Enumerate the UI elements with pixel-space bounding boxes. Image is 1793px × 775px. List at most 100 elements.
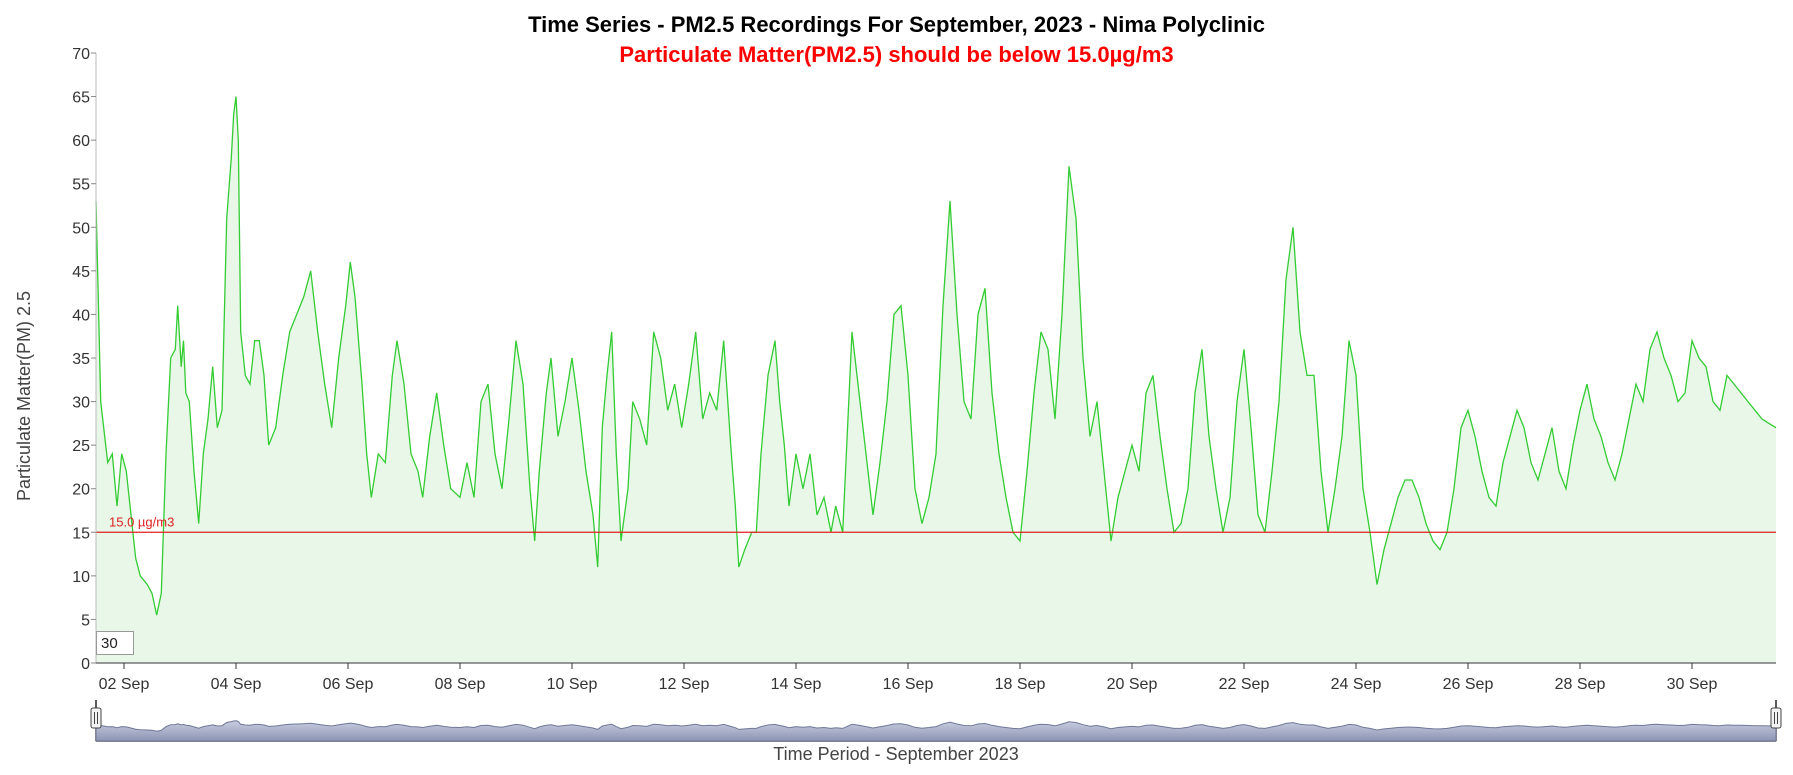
data-point[interactable] [801,487,805,491]
data-point[interactable] [1669,373,1673,377]
data-point[interactable] [1634,382,1638,386]
data-point[interactable] [1130,443,1134,447]
data-point[interactable] [472,495,476,499]
data-point[interactable] [1599,434,1603,438]
data-point[interactable] [528,487,532,491]
data-point[interactable] [179,365,183,369]
data-point[interactable] [1025,469,1029,473]
navigator-left-handle[interactable] [90,707,102,729]
data-point[interactable] [1347,339,1351,343]
data-point[interactable] [808,452,812,456]
data-point[interactable] [815,513,819,517]
data-point[interactable] [1760,417,1764,421]
data-point[interactable] [715,408,719,412]
data-point[interactable] [243,373,247,377]
data-point[interactable] [610,330,614,334]
data-point[interactable] [743,548,747,552]
data-point[interactable] [449,487,453,491]
data-point[interactable] [1550,426,1554,430]
data-point[interactable] [1375,583,1379,587]
data-point[interactable] [262,373,266,377]
data-point[interactable] [1298,330,1302,334]
data-point[interactable] [1361,487,1365,491]
data-point[interactable] [395,339,399,343]
data-point[interactable] [330,426,334,430]
data-point[interactable] [990,391,994,395]
data-point[interactable] [1207,434,1211,438]
data-point[interactable] [1319,469,1323,473]
data-point[interactable] [1774,426,1778,430]
data-point[interactable] [1179,522,1183,526]
plot-area[interactable]: 15.0 µg/m3 [94,95,1778,664]
data-point[interactable] [150,591,154,595]
data-point[interactable] [1053,417,1057,421]
data-point[interactable] [955,312,959,316]
data-point[interactable] [1473,434,1477,438]
data-point[interactable] [1284,278,1288,282]
data-point[interactable] [1739,391,1743,395]
range-navigator[interactable] [90,700,1782,742]
data-point[interactable] [383,461,387,465]
data-point[interactable] [164,452,168,456]
data-point[interactable] [110,452,114,456]
data-point[interactable] [521,382,525,386]
data-point[interactable] [1746,400,1750,404]
data-point[interactable] [976,312,980,316]
data-point[interactable] [274,426,278,430]
data-point[interactable] [1522,426,1526,430]
pm25-series-line[interactable] [95,96,1777,616]
data-point[interactable] [1249,426,1253,430]
data-point[interactable] [115,504,119,508]
data-point[interactable] [344,304,348,308]
data-point[interactable] [232,112,236,116]
data-point[interactable] [1711,400,1715,404]
data-point[interactable] [1165,487,1169,491]
data-point[interactable] [729,443,733,447]
data-point[interactable] [239,330,243,334]
data-point[interactable] [187,400,191,404]
data-point[interactable] [159,591,163,595]
data-point[interactable] [1424,522,1428,526]
data-point[interactable] [215,426,219,430]
data-point[interactable] [369,495,373,499]
data-point[interactable] [737,565,741,569]
data-point[interactable] [537,469,541,473]
data-point[interactable] [766,373,770,377]
data-point[interactable] [1032,391,1036,395]
data-point[interactable] [1256,513,1260,517]
data-point[interactable] [1431,539,1435,543]
data-point[interactable] [1354,373,1358,377]
data-point[interactable] [169,356,173,360]
data-point[interactable] [257,339,261,343]
data-point[interactable] [920,522,924,526]
data-point[interactable] [138,574,142,578]
data-point[interactable] [1081,356,1085,360]
data-point[interactable] [493,452,497,456]
data-point[interactable] [1109,539,1113,543]
data-point[interactable] [337,356,341,360]
data-point[interactable] [850,330,854,334]
data-point[interactable] [1151,373,1155,377]
data-point[interactable] [1186,487,1190,491]
data-point[interactable] [234,95,238,99]
data-point[interactable] [773,339,777,343]
data-point[interactable] [556,434,560,438]
data-point[interactable] [694,330,698,334]
data-point[interactable] [1571,443,1575,447]
data-point[interactable] [281,373,285,377]
navigator-right-handle[interactable] [1770,707,1782,729]
data-point[interactable] [1487,495,1491,499]
data-point[interactable] [885,400,889,404]
data-point[interactable] [659,356,663,360]
data-point[interactable] [1606,461,1610,465]
data-point[interactable] [1648,347,1652,351]
data-point[interactable] [857,391,861,395]
data-point[interactable] [645,443,649,447]
data-point[interactable] [759,452,763,456]
data-point[interactable] [365,452,369,456]
data-point[interactable] [1403,478,1407,482]
data-point[interactable] [787,504,791,508]
data-point[interactable] [701,417,705,421]
data-point[interactable] [323,382,327,386]
data-point[interactable] [600,426,604,430]
